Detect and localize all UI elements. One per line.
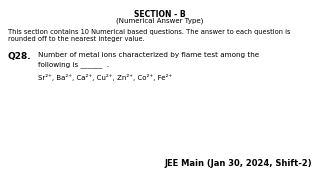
Text: following is ______  .: following is ______ . xyxy=(38,61,109,68)
Text: Sr²⁺, Ba²⁺, Ca²⁺, Cu²⁺, Zn²⁺, Co²⁺, Fe²⁺: Sr²⁺, Ba²⁺, Ca²⁺, Cu²⁺, Zn²⁺, Co²⁺, Fe²⁺ xyxy=(38,74,172,81)
Text: (Numerical Answer Type): (Numerical Answer Type) xyxy=(116,18,204,24)
Text: rounded off to the nearest integer value.: rounded off to the nearest integer value… xyxy=(8,36,145,42)
Text: This section contains 10 Numerical based questions. The answer to each question : This section contains 10 Numerical based… xyxy=(8,29,291,35)
Text: JEE Main (Jan 30, 2024, Shift-2): JEE Main (Jan 30, 2024, Shift-2) xyxy=(164,159,312,168)
Text: Number of metal ions characterized by flame test among the: Number of metal ions characterized by fl… xyxy=(38,52,259,58)
Text: Q28.: Q28. xyxy=(8,52,32,61)
Text: SECTION - B: SECTION - B xyxy=(134,10,186,19)
